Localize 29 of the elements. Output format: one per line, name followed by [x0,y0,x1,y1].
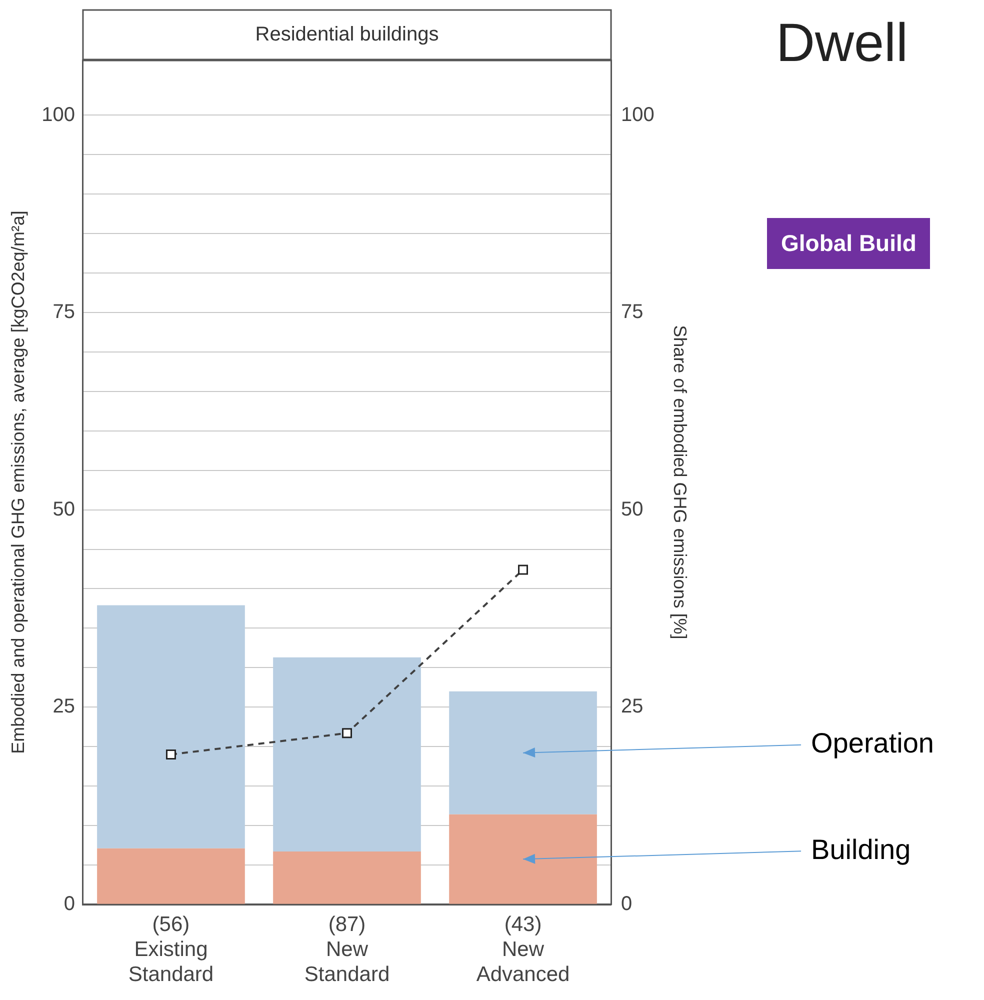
y-tick-label: 50 [52,498,75,520]
text: Building [811,834,911,865]
bar [449,691,597,814]
y2-tick-label: 75 [621,301,644,324]
y2-tick-label: 50 [621,498,644,520]
text: Dwell [776,12,908,74]
y2-tick-label: 100 [621,104,654,126]
bar [449,814,597,904]
bar [273,657,421,852]
y-tick-label: 0 [64,892,75,915]
x-tick-label: (56) Existing Standard [128,912,214,986]
point [518,564,528,575]
text: Operation [811,728,934,759]
bar [97,605,245,848]
y2-axis-title: Share of embodied GHG emissions [%] [670,325,690,640]
y-tick-label: 100 [42,104,75,126]
y2-tick-label: 25 [621,696,644,718]
y2-tick-label: 0 [621,892,632,915]
bar [97,848,245,904]
point [166,749,176,760]
chart-subtitle: Residential buildings [255,24,439,46]
point [342,728,352,738]
y-tick-label: 75 [52,301,75,324]
x-tick-label: (43) New Advanced [476,912,570,986]
x-tick-label: (87) New Standard [304,912,390,986]
text: Global Build [767,218,930,269]
y-tick-label: 25 [52,696,75,718]
y-axis-title: Embodied and operational GHG emissions, average [kgCO2eq/m²a] [8,210,28,754]
bar [273,852,421,904]
